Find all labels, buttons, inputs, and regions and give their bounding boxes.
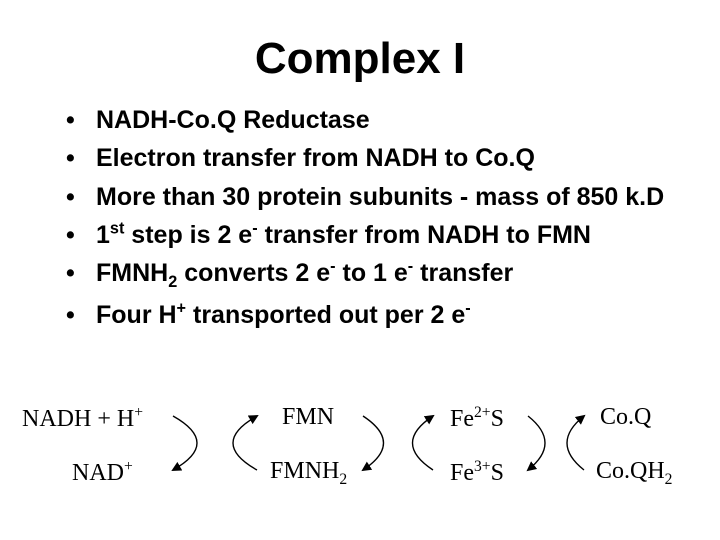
bullet-text: 1st step is 2 e- transfer from NADH to F… [96,217,700,253]
bullet-list: •NADH-Co.Q Reductase•Electron transfer f… [0,102,720,333]
bullet-item: •1st step is 2 e- transfer from NADH to … [66,217,700,253]
pair-1-top: NADH + H+ [22,404,143,433]
bullet-item: •NADH-Co.Q Reductase [66,102,700,138]
bullet-text: NADH-Co.Q Reductase [96,102,700,138]
bullet-item: •FMNH2 converts 2 e- to 1 e- transfer [66,255,700,295]
bullet-dot: • [66,102,96,138]
pair-1-bot: NAD+ [72,458,133,487]
bullet-text: Electron transfer from NADH to Co.Q [96,140,700,176]
redox-chain: NADH + H+ NAD+ FMN FMNH2 Fe2+S Fe3+S Co.… [0,398,720,508]
bullet-text: Four H+ transported out per 2 e- [96,297,700,333]
bullet-text: More than 30 protein subunits - mass of … [96,179,700,215]
bullet-dot: • [66,255,96,291]
bullet-dot: • [66,140,96,176]
pair-4-top: Co.Q [600,404,651,431]
pair-3-top: Fe2+S [450,404,504,433]
redox-arc [355,398,441,493]
bullet-item: •Electron transfer from NADH to Co.Q [66,140,700,176]
redox-arc [520,398,592,493]
bullet-text: FMNH2 converts 2 e- to 1 e- transfer [96,255,700,295]
bullet-item: •More than 30 protein subunits - mass of… [66,179,700,215]
pair-2-top: FMN [282,404,334,431]
bullet-dot: • [66,297,96,333]
pair-2-bot: FMNH2 [270,458,347,489]
redox-arc [165,398,265,493]
pair-4-bot: Co.QH2 [596,458,672,489]
page-title: Complex I [0,0,720,102]
bullet-dot: • [66,217,96,253]
bullet-dot: • [66,179,96,215]
bullet-item: •Four H+ transported out per 2 e- [66,297,700,333]
pair-3-bot: Fe3+S [450,458,504,487]
